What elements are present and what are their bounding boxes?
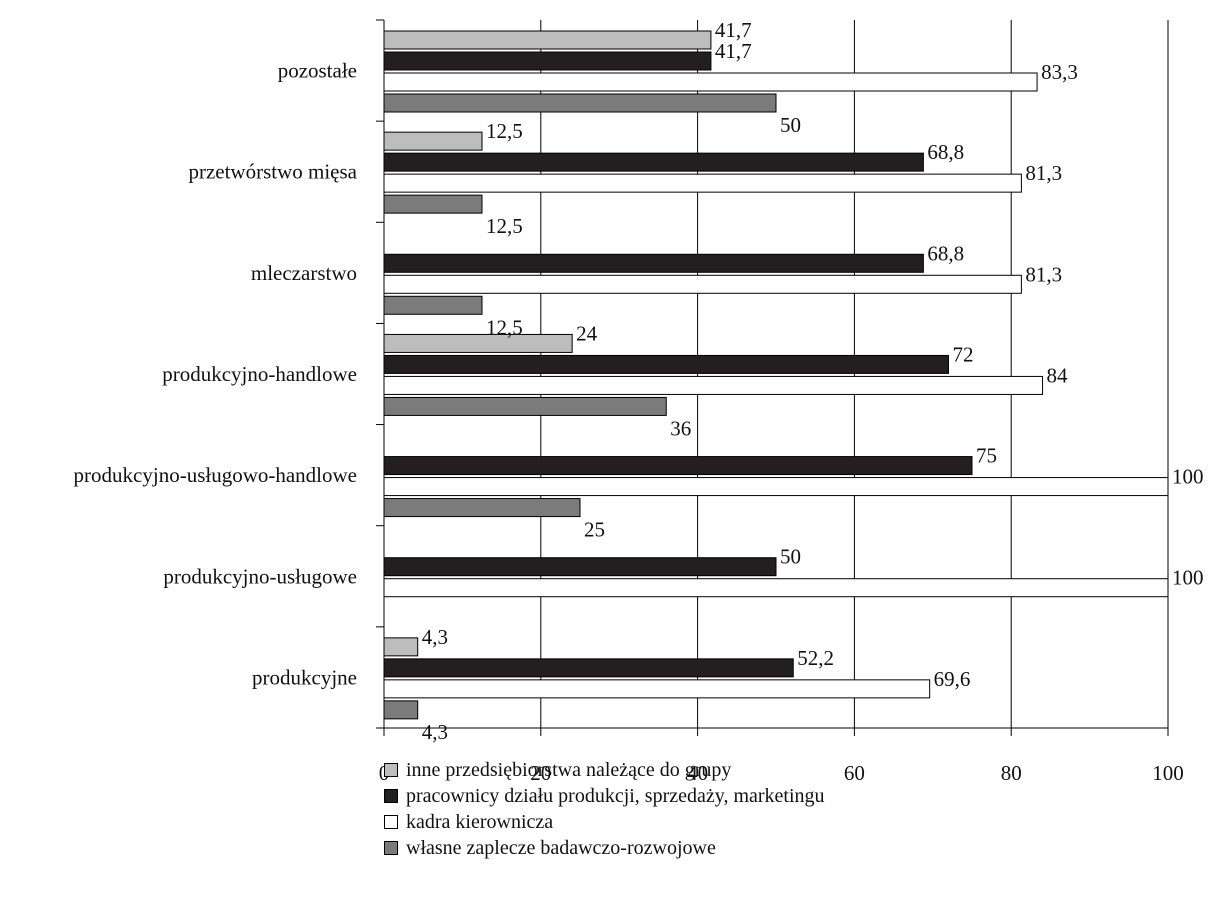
data-label: 100 — [1172, 566, 1204, 590]
bar — [383, 72, 1038, 92]
bar — [383, 274, 1022, 294]
x-tick-label: 100 — [1152, 761, 1184, 785]
data-labels: 41,741,7 83,3 50 12,5 68,8 81,3 12,5 68,8 81,3 12… — [422, 18, 1204, 744]
bar — [383, 375, 1044, 395]
legend-swatch — [384, 763, 398, 777]
data-label: 12,5 — [486, 214, 523, 238]
bar — [383, 295, 483, 315]
bar — [383, 30, 712, 50]
category-label: mleczarstwo — [251, 261, 357, 285]
legend-label: własne zaplecze badawczo-rozwojowe — [406, 836, 716, 859]
legend-item: własne zaplecze badawczo-rozwojowe — [384, 835, 825, 861]
data-label: 69,6 — [934, 667, 971, 691]
bar — [383, 131, 483, 151]
data-label: 84 — [1047, 363, 1069, 387]
bar — [383, 93, 777, 113]
data-label: 50 — [780, 113, 801, 137]
bar — [383, 679, 931, 699]
data-label: 36 — [670, 416, 691, 440]
data-label: 12,5 — [486, 119, 523, 143]
gridlines — [540, 20, 1169, 728]
legend-swatch — [384, 815, 398, 829]
category-label: produkcyjno-usługowe — [163, 564, 357, 588]
data-label: 4,3 — [422, 625, 448, 649]
x-tick-label: 60 — [844, 761, 865, 785]
legend-item: pracownicy działu produkcji, sprzedaży, … — [384, 783, 825, 809]
category-label: produkcyjno-usługowo-handlowe — [74, 463, 357, 487]
bar — [383, 173, 1022, 193]
data-label: 52,2 — [797, 646, 834, 670]
data-label: 41,7 — [715, 18, 752, 42]
bar — [383, 396, 667, 416]
category-label: produkcyjno-handlowe — [162, 362, 357, 386]
data-label: 68,8 — [927, 140, 964, 164]
legend-label: pracownicy działu produkcji, sprzedaży, … — [406, 784, 825, 807]
bars — [383, 30, 1169, 720]
legend-item: kadra kierownicza — [384, 809, 825, 835]
bar — [383, 477, 1169, 497]
data-label: 100 — [1172, 465, 1204, 489]
bar — [383, 152, 924, 172]
bar — [383, 637, 419, 657]
data-label: 4,3 — [422, 720, 448, 744]
data-label: 83,3 — [1041, 60, 1078, 84]
data-label: 41,7 — [715, 39, 752, 63]
bar — [383, 194, 483, 214]
data-label: 75 — [976, 444, 997, 468]
bar — [383, 253, 924, 273]
data-label: 81,3 — [1025, 161, 1062, 185]
data-label: 50 — [780, 545, 801, 569]
category-labels: pozostałe przetwórstwo mięsa mleczarstwo pr… — [74, 59, 358, 690]
data-label: 68,8 — [927, 241, 964, 265]
data-label: 12,5 — [486, 315, 523, 339]
category-label: pozostałe — [278, 59, 357, 83]
bar — [383, 700, 419, 720]
x-tick-label: 40 — [687, 761, 708, 785]
x-tick-label: 80 — [1001, 761, 1022, 785]
bar — [383, 578, 1169, 598]
legend: inne przedsiębiorstwa należące do grupy p… — [384, 757, 825, 861]
bar — [383, 557, 777, 577]
data-label: 25 — [584, 518, 605, 542]
legend-swatch — [384, 841, 398, 855]
legend-label: kadra kierownicza — [406, 810, 554, 833]
bar — [383, 498, 581, 518]
bar — [383, 354, 949, 374]
bar — [383, 51, 712, 71]
category-label: przetwórstwo mięsa — [188, 160, 357, 184]
data-label: 81,3 — [1025, 262, 1062, 286]
x-tick-label: 20 — [530, 761, 551, 785]
legend-swatch — [384, 789, 398, 803]
data-label: 24 — [576, 321, 598, 345]
legend-label: inne przedsiębiorstwa należące do grupy — [406, 758, 732, 781]
bar — [383, 333, 573, 353]
bar — [383, 456, 973, 476]
category-label: produkcyjne — [252, 665, 357, 689]
legend-item: inne przedsiębiorstwa należące do grupy — [384, 757, 825, 783]
data-label: 72 — [952, 342, 973, 366]
bar — [383, 658, 794, 678]
